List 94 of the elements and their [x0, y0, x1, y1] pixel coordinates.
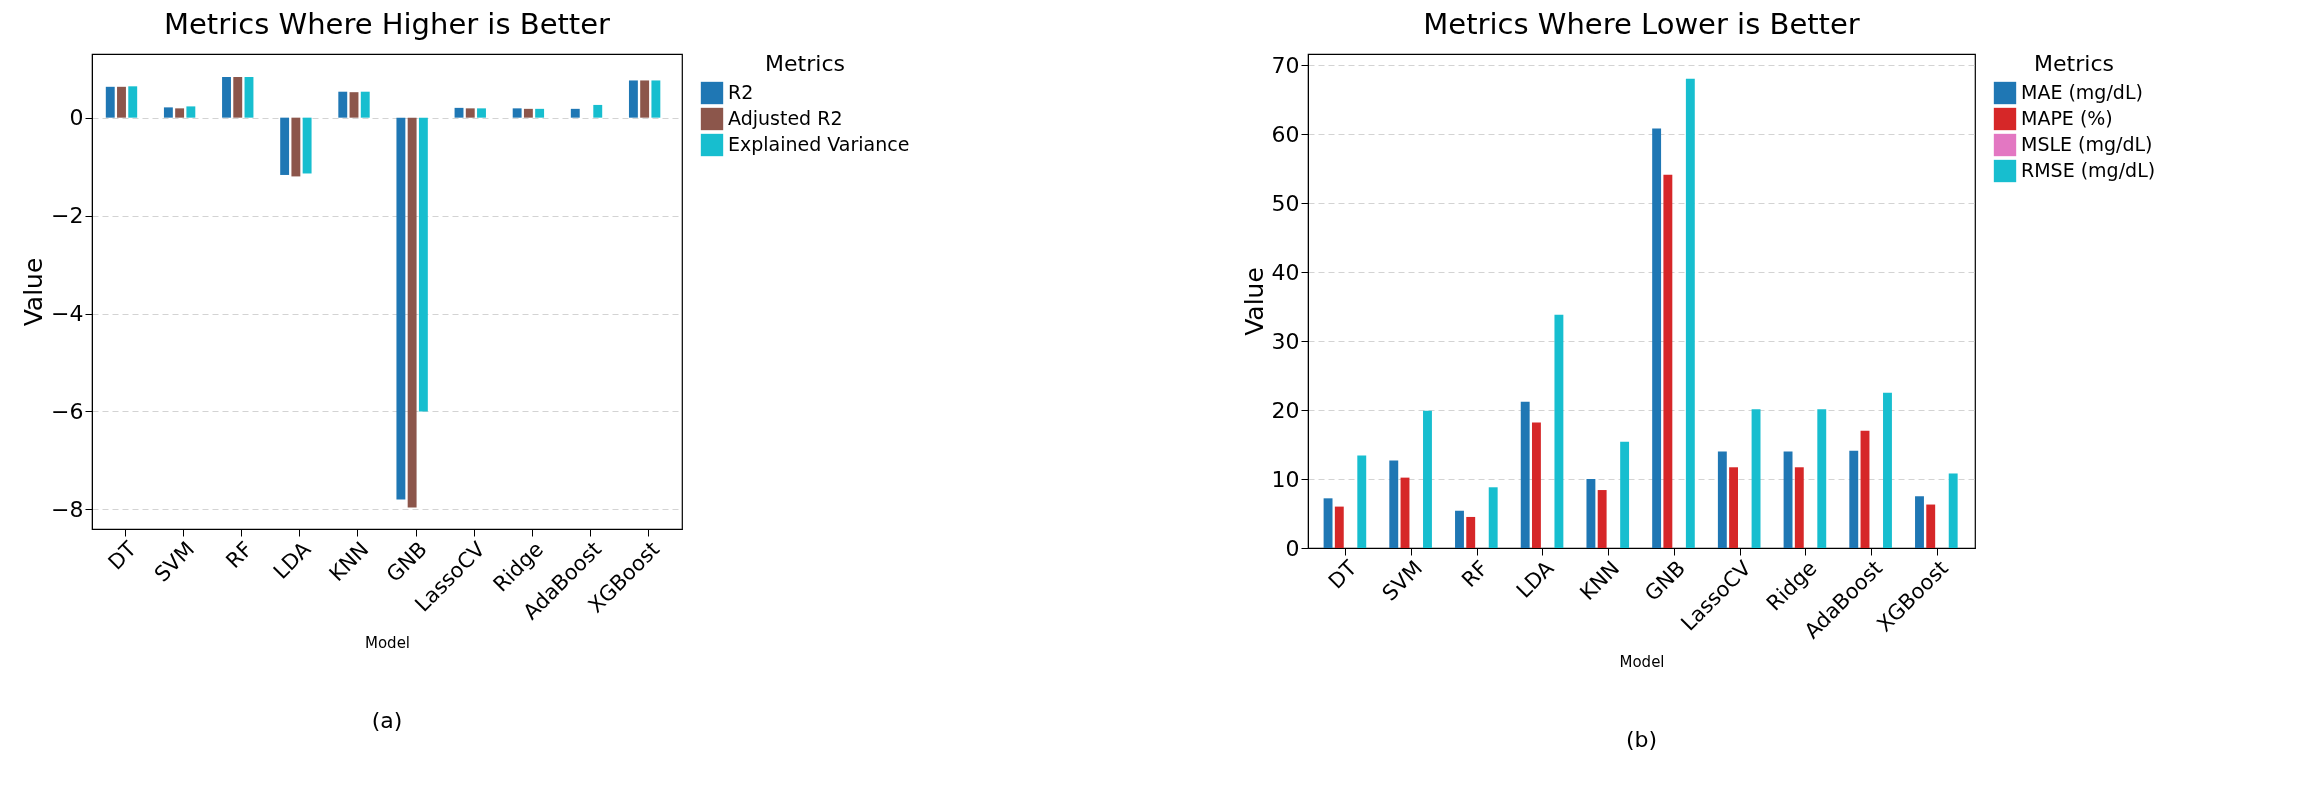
- bar: [1520, 401, 1530, 548]
- y-tick-label: −4: [51, 301, 84, 327]
- y-tick-label: 0: [69, 105, 84, 131]
- bar: [454, 107, 464, 118]
- bar: [280, 117, 290, 175]
- bar: [512, 108, 522, 118]
- bar: [1860, 430, 1870, 548]
- bar: [233, 77, 243, 118]
- y-axis-title: Value: [1239, 267, 1269, 336]
- bar: [535, 108, 545, 118]
- bar: [302, 117, 312, 174]
- y-tick-label: 30: [1271, 328, 1300, 354]
- bar: [651, 80, 661, 118]
- legend-title: Metrics: [2034, 51, 2114, 76]
- bar: [1729, 467, 1739, 548]
- bar: [1389, 460, 1399, 548]
- bar: [1783, 451, 1793, 548]
- bar: [1554, 314, 1564, 548]
- bar: [1620, 441, 1630, 548]
- bar: [338, 91, 348, 118]
- bar: [1597, 490, 1607, 548]
- chart-title: Metrics Where Lower is Better: [1423, 7, 1860, 41]
- bar: [1817, 409, 1827, 548]
- x-tick-label: DT: [103, 536, 142, 575]
- bar: [1531, 422, 1541, 548]
- bar: [1717, 451, 1727, 548]
- bar: [570, 108, 580, 118]
- x-tick-label: DT: [1323, 555, 1362, 594]
- bar: [1652, 128, 1662, 548]
- x-tick-label: RF: [1456, 556, 1493, 592]
- y-tick-label: −2: [51, 203, 84, 229]
- bar: [523, 108, 533, 118]
- bar: [1357, 455, 1367, 548]
- bar: [1423, 410, 1432, 548]
- bar: [628, 80, 638, 118]
- bar: [477, 108, 486, 118]
- bar: [593, 104, 603, 118]
- legend-label: MSLE (mg/dL): [2021, 133, 2153, 155]
- bar: [360, 91, 370, 118]
- bar: [128, 86, 138, 118]
- legend-label: Explained Variance: [728, 133, 910, 155]
- legend-title: Metrics: [765, 51, 845, 76]
- bar: [1794, 467, 1804, 548]
- legend-label: R2: [728, 81, 754, 103]
- bar: [1663, 174, 1673, 548]
- legend-label: Adjusted R2: [728, 107, 843, 129]
- x-axis-title: Model: [1619, 652, 1665, 671]
- bar: [244, 77, 254, 118]
- y-tick-label: 0: [1285, 535, 1300, 561]
- text: (a): [371, 708, 403, 733]
- y-tick-label: −6: [51, 398, 84, 424]
- bar: [1455, 510, 1464, 548]
- bar: [349, 92, 359, 118]
- bar: [1883, 392, 1892, 548]
- bar: [163, 107, 173, 118]
- chart-title: Metrics Where Higher is Better: [164, 7, 611, 41]
- bar: [1466, 516, 1476, 548]
- bar: [1926, 504, 1936, 548]
- bar: [1488, 487, 1498, 548]
- bar: [465, 108, 475, 118]
- legend-label: RMSE (mg/dL): [2021, 159, 2156, 181]
- bar: [291, 117, 301, 177]
- legend-label: MAE (mg/dL): [2021, 81, 2143, 103]
- y-tick-label: 20: [1271, 397, 1300, 423]
- bar: [117, 86, 126, 118]
- bar: [407, 117, 417, 508]
- y-axis-title: Value: [19, 257, 49, 327]
- bar: [1915, 496, 1924, 548]
- y-tick-label: 40: [1271, 259, 1300, 285]
- bar: [418, 117, 428, 412]
- bar: [1849, 450, 1859, 548]
- x-tick-label: LDA: [1511, 555, 1559, 603]
- y-tick-label: 60: [1271, 121, 1300, 147]
- bar: [175, 108, 185, 118]
- x-tick-label: RF: [221, 537, 258, 573]
- y-tick-label: 70: [1271, 52, 1300, 78]
- y-tick-label: 10: [1271, 466, 1300, 492]
- text: (b): [1625, 727, 1658, 752]
- bar: [1323, 498, 1333, 548]
- bar: [1685, 78, 1695, 548]
- y-tick-label: −8: [51, 496, 84, 522]
- bar: [222, 77, 231, 118]
- bar: [1586, 479, 1596, 548]
- bar: [1334, 506, 1344, 548]
- bar: [1948, 473, 1958, 548]
- x-tick-label: LDA: [268, 536, 316, 584]
- y-tick-label: 50: [1271, 190, 1300, 216]
- bar: [396, 117, 406, 500]
- legend-label: MAPE (%): [2021, 107, 2113, 129]
- bar: [640, 80, 650, 118]
- bar: [186, 106, 196, 118]
- x-axis-title: Model: [364, 633, 411, 652]
- bar: [105, 86, 115, 118]
- bar: [1751, 409, 1761, 548]
